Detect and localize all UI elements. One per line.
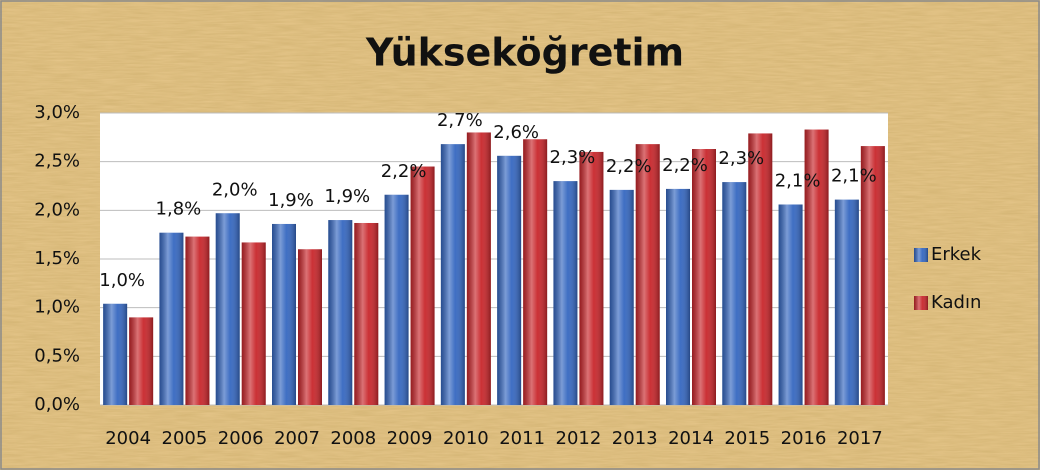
bar-shine [354, 222, 379, 405]
chart-title: Yükseköğretim [365, 31, 684, 75]
bar-shine [185, 236, 210, 405]
x-tick-label: 2015 [724, 428, 770, 449]
legend-swatch-shine [914, 248, 928, 262]
data-label: 2,1% [775, 170, 821, 191]
bar-shine [440, 144, 465, 405]
y-tick-label: 3,0% [34, 102, 80, 123]
x-tick-label: 2014 [668, 428, 714, 449]
bar-shine [466, 132, 491, 405]
x-tick-label: 2011 [499, 428, 545, 449]
y-tick-label: 1,5% [34, 248, 80, 269]
data-label: 2,2% [381, 161, 427, 182]
y-tick-label: 1,0% [34, 297, 80, 318]
legend-swatch-shine [914, 296, 928, 310]
bar-shine [497, 155, 522, 405]
bar-shine [410, 166, 435, 405]
data-label: 1,0% [99, 270, 145, 291]
bar-shine [328, 220, 353, 405]
bar-shine [860, 146, 885, 406]
bar-shine [159, 232, 184, 405]
bar-shine [722, 182, 747, 405]
x-tick-label: 2009 [387, 428, 433, 449]
bar-shine [103, 303, 128, 405]
bar-shine [553, 181, 578, 405]
data-label: 1,8% [156, 199, 202, 220]
bar-shine [129, 317, 154, 405]
data-label: 2,1% [831, 166, 877, 187]
data-label: 1,9% [268, 190, 314, 211]
bar-shine [298, 249, 322, 405]
bar-shine [609, 189, 634, 405]
bar-shine [666, 188, 690, 405]
bar-shine [834, 199, 859, 405]
x-tick-label: 2004 [105, 428, 151, 449]
y-tick-label: 2,5% [34, 151, 80, 172]
x-tick-label: 2012 [556, 428, 602, 449]
x-tick-label: 2007 [274, 428, 320, 449]
bar-shine [692, 149, 716, 405]
bar-shine [635, 144, 660, 405]
bar-shine [523, 139, 548, 405]
data-label: 2,7% [437, 110, 483, 131]
bar-shine [804, 129, 829, 405]
x-tick-label: 2005 [162, 428, 208, 449]
data-label: 2,6% [493, 122, 539, 143]
x-tick-label: 2013 [612, 428, 658, 449]
y-tick-label: 2,0% [34, 199, 80, 220]
x-tick-label: 2017 [837, 428, 883, 449]
bar-shine [579, 151, 604, 405]
data-label: 1,9% [324, 186, 370, 207]
x-tick-label: 2016 [781, 428, 827, 449]
legend-label: Erkek [931, 244, 982, 265]
x-tick-label: 2008 [330, 428, 376, 449]
y-tick-label: 0,5% [34, 345, 80, 366]
data-label: 2,2% [606, 156, 652, 177]
x-tick-label: 2006 [218, 428, 264, 449]
legend-label: Kadın [931, 292, 981, 313]
bar-shine [272, 223, 296, 405]
bar-shine [241, 242, 266, 405]
bar-shine [748, 133, 773, 405]
bar-shine [215, 213, 240, 405]
data-label: 2,3% [718, 148, 764, 169]
data-label: 2,3% [550, 147, 596, 168]
data-label: 2,2% [662, 155, 708, 176]
x-tick-label: 2010 [443, 428, 489, 449]
data-label: 2,0% [212, 179, 258, 200]
bar-shine [778, 204, 803, 405]
bar-shine [384, 194, 409, 405]
y-tick-label: 0,0% [34, 394, 80, 415]
